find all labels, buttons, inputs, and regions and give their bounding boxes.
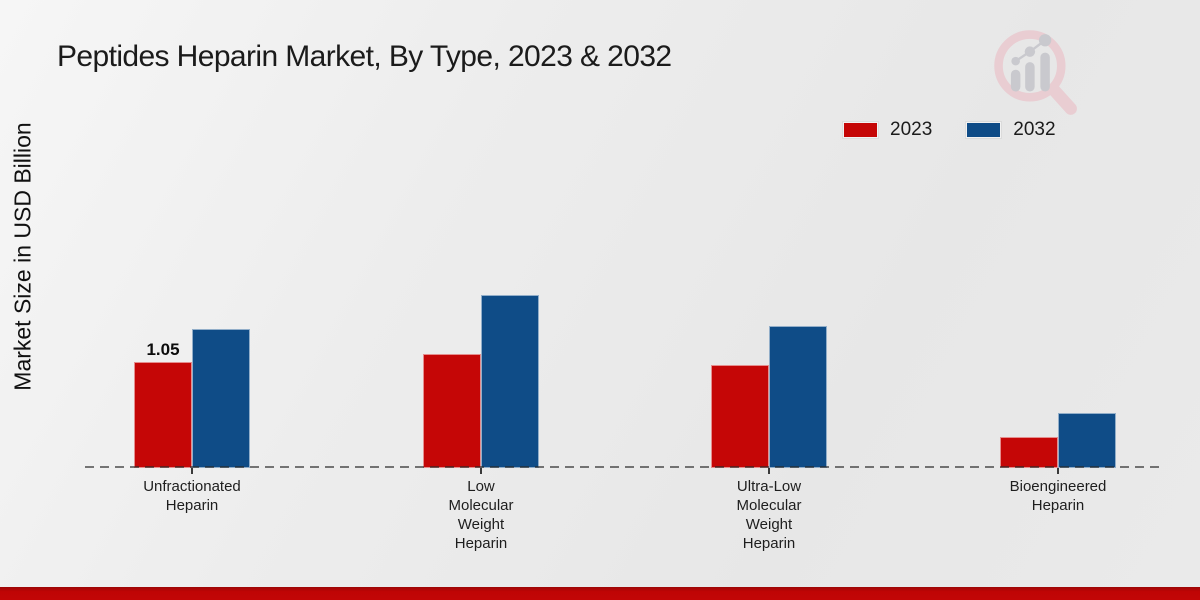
bar-2032-unfractionated-heparin: [192, 329, 250, 468]
magnifier-bar-chart-logo: [994, 30, 1077, 115]
category-label-ultra-low-molecular-weight-heparin: Ultra-Low Molecular Weight Heparin: [736, 478, 802, 552]
bar-2032-bioengineered-heparin: [1058, 413, 1116, 468]
legend-item-2032: 2032: [966, 119, 1056, 141]
legend-label-2023: 2023: [890, 119, 933, 140]
y-axis-label: Market Size in USD Billion: [9, 122, 36, 391]
chart-title: Peptides Heparin Market, By Type, 2023 &…: [57, 40, 672, 73]
bar-2023-low-molecular-weight-heparin: [423, 354, 481, 468]
axis-tick: [768, 468, 770, 474]
axis-tick: [191, 468, 193, 474]
bar-2023-ultra-low-molecular-weight-heparin: [711, 365, 769, 468]
legend-swatch-2023: [843, 122, 878, 138]
legend: 2023 2032: [843, 119, 1056, 141]
bar-value-label: 1.05: [146, 340, 180, 359]
axis-tick: [480, 468, 482, 474]
x-axis-baseline: [85, 466, 1163, 468]
category-label-unfractionated-heparin: Unfractionated Heparin: [143, 478, 241, 514]
bar-2032-low-molecular-weight-heparin: [481, 295, 539, 468]
axis-tick: [1057, 468, 1059, 474]
legend-swatch-2032: [966, 122, 1002, 138]
footer-band: [0, 587, 1200, 600]
bar-2032-ultra-low-molecular-weight-heparin: [769, 326, 827, 468]
category-label-bioengineered-heparin: Bioengineered Heparin: [1009, 478, 1107, 514]
legend-item-2023: 2023: [843, 119, 932, 141]
bar-2023-bioengineered-heparin: [1000, 437, 1058, 468]
legend-label-2032: 2032: [1013, 119, 1056, 140]
category-label-low-molecular-weight-heparin: Low Molecular Weight Heparin: [448, 478, 514, 552]
bar-2023-unfractionated-heparin: [134, 362, 192, 468]
